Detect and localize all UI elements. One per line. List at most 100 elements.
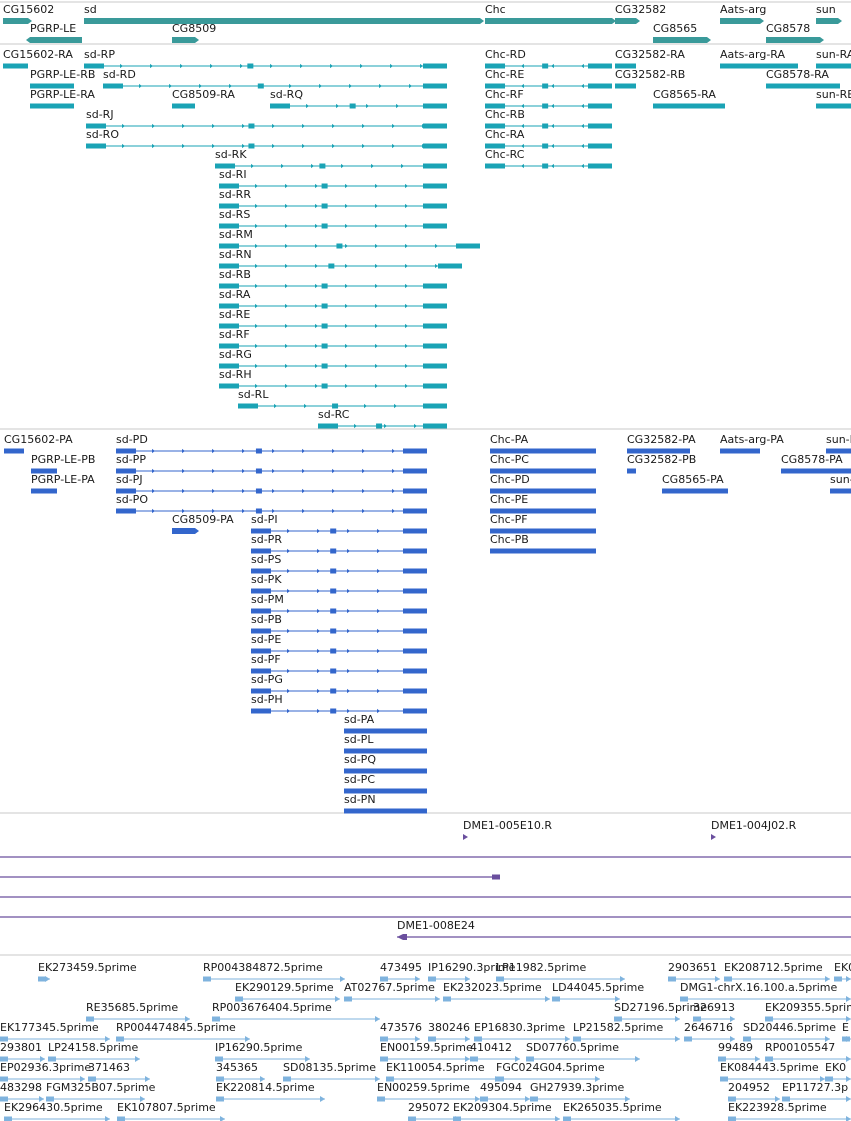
protein-feature[interactable]: CG8565-PA — [662, 473, 728, 494]
est-feature[interactable]: EN00259.5prime — [377, 1081, 480, 1102]
est-feature[interactable]: 326913 — [693, 1001, 735, 1022]
transcript-feature[interactable]: sd-RC — [318, 408, 447, 429]
protein-feature[interactable]: sd-PE — [251, 633, 427, 654]
est-feature[interactable]: 2903651 — [668, 961, 720, 982]
est-feature[interactable]: DMG1-chrX.16.100.a.5prime — [680, 981, 851, 1002]
est-feature[interactable]: SD07760.5prime — [526, 1041, 640, 1062]
est-feature[interactable]: EN00159.5prime — [380, 1041, 473, 1062]
protein-feature[interactable]: CG15602-PA — [4, 433, 73, 454]
transcript-feature[interactable]: sd-RN — [219, 248, 462, 269]
transcript-feature[interactable]: sd-RA — [219, 288, 447, 309]
protein-feature[interactable]: sd-PF — [251, 653, 427, 674]
est-feature[interactable]: 2646716 — [684, 1021, 735, 1042]
transcript-feature[interactable]: CG15602-RA — [3, 48, 73, 69]
transcript-feature[interactable]: Chc-RD — [485, 48, 612, 69]
protein-feature[interactable]: sun-PA — [826, 433, 851, 454]
est-feature[interactable]: RP00105547 — [765, 1041, 851, 1062]
est-feature[interactable]: 204952 — [728, 1081, 780, 1102]
gene-feature[interactable]: sun — [816, 3, 842, 24]
gene-feature[interactable]: CG32582 — [615, 3, 666, 24]
protein-feature[interactable]: Chc-PB — [490, 533, 596, 554]
protein-feature[interactable]: sd-PS — [251, 553, 427, 574]
protein-feature[interactable]: sd-PC — [344, 773, 427, 794]
est-feature[interactable]: GH27939.3prime — [530, 1081, 630, 1102]
transcript-feature[interactable]: CG8509-RA — [172, 88, 235, 109]
est-feature[interactable]: LP21582.5prime — [573, 1021, 680, 1042]
transcript-feature[interactable]: sd-RP — [84, 48, 447, 69]
protein-feature[interactable]: sd-PR — [251, 533, 427, 554]
est-feature[interactable]: EK296430.5prime — [4, 1101, 110, 1121]
est-feature[interactable]: SD20446.5prime — [743, 1021, 836, 1042]
protein-feature[interactable]: sun-PB — [830, 473, 851, 494]
est-feature[interactable]: EP11727.3p — [782, 1081, 851, 1102]
transcript-feature[interactable]: Chc-RF — [485, 88, 612, 109]
est-feature[interactable]: AT02767.5prime — [344, 981, 440, 1002]
gene-feature[interactable]: sd — [84, 3, 484, 24]
est-feature[interactable]: 473576 — [380, 1021, 422, 1042]
protein-feature[interactable]: sd-PL — [344, 733, 427, 754]
transcript-feature[interactable]: sd-RJ — [86, 108, 447, 129]
est-feature[interactable]: 473495 — [380, 961, 422, 982]
est-feature[interactable]: SD27196.5prime — [614, 1001, 707, 1022]
protein-feature[interactable]: PGRP-LE-PA — [31, 473, 95, 494]
est-feature[interactable]: FGC024G04.5prime — [496, 1061, 605, 1082]
est-feature[interactable]: 371463 — [88, 1061, 150, 1082]
est-feature[interactable]: EK220814.5prime — [216, 1081, 325, 1102]
est-feature[interactable]: EK265035.5prime — [563, 1101, 680, 1121]
transcript-feature[interactable]: sun-RB — [816, 88, 851, 109]
est-feature[interactable]: E — [842, 1021, 851, 1042]
protein-feature[interactable]: sd-PB — [251, 613, 427, 634]
est-feature[interactable]: EK273459.5prime — [38, 961, 137, 982]
transcript-feature[interactable]: sd-RO — [86, 128, 447, 149]
protein-feature[interactable]: sd-PD — [116, 433, 427, 454]
transcript-feature[interactable]: CG32582-RB — [615, 68, 685, 89]
transcript-feature[interactable]: sd-RL — [238, 388, 447, 409]
est-feature[interactable]: 380246 — [428, 1021, 470, 1042]
est-feature[interactable]: EP16830.3prime — [474, 1021, 570, 1042]
est-feature[interactable]: 99489 — [718, 1041, 760, 1062]
clone-feature[interactable]: DME1-005E10.R — [463, 819, 552, 840]
est-feature[interactable]: EK208712.5prime — [724, 961, 830, 982]
protein-feature[interactable]: sd-PO — [116, 493, 427, 514]
est-feature[interactable]: LP24158.5prime — [48, 1041, 140, 1062]
transcript-feature[interactable]: Aats-arg-RA — [720, 48, 798, 69]
transcript-feature[interactable]: sd-RI — [219, 168, 447, 189]
est-feature[interactable]: 293801 — [0, 1041, 45, 1062]
transcript-feature[interactable]: Chc-RC — [485, 148, 612, 169]
transcript-feature[interactable]: sd-RS — [219, 208, 447, 229]
protein-feature[interactable]: Chc-PE — [490, 493, 596, 514]
protein-feature[interactable]: CG32582-PA — [627, 433, 696, 454]
protein-feature[interactable]: sd-PP — [116, 453, 427, 474]
protein-feature[interactable]: CG32582-PB — [627, 453, 696, 474]
est-feature[interactable]: SD08135.5prime — [283, 1061, 380, 1082]
protein-feature[interactable]: Chc-PC — [490, 453, 596, 474]
transcript-feature[interactable]: sd-RE — [219, 308, 447, 329]
est-feature[interactable]: LP11982.5prime — [496, 961, 625, 982]
transcript-feature[interactable]: PGRP-LE-RB — [30, 68, 95, 89]
transcript-feature[interactable]: CG8578-RA — [766, 68, 840, 89]
protein-feature[interactable]: sd-PI — [251, 513, 427, 534]
transcript-feature[interactable]: Chc-RB — [485, 108, 612, 129]
est-feature[interactable]: EK0 — [825, 1061, 851, 1082]
transcript-feature[interactable]: sd-RQ — [270, 88, 447, 109]
clone-feature[interactable]: DME1-008E24 — [397, 919, 851, 940]
gene-feature[interactable]: CG8509 — [172, 22, 216, 43]
gene-feature[interactable]: Chc — [485, 3, 616, 24]
est-feature[interactable]: IP16290.5prime — [215, 1041, 310, 1062]
protein-feature[interactable]: sd-PK — [251, 573, 427, 594]
protein-feature[interactable]: sd-PA — [344, 713, 427, 734]
est-feature[interactable]: EK177345.5prime — [0, 1021, 110, 1042]
est-feature[interactable]: 495094 — [480, 1081, 530, 1102]
gene-feature[interactable]: PGRP-LE — [26, 22, 82, 43]
transcript-feature[interactable]: Chc-RE — [485, 68, 612, 89]
transcript-feature[interactable]: sd-RB — [219, 268, 447, 289]
est-feature[interactable]: EK209355.5prime — [765, 1001, 851, 1022]
est-feature[interactable]: EK209304.5prime — [453, 1101, 560, 1121]
protein-feature[interactable]: CG8509-PA — [172, 513, 234, 534]
protein-feature[interactable]: Chc-PD — [490, 473, 596, 494]
transcript-feature[interactable]: sd-RR — [219, 188, 447, 209]
clone-feature[interactable]: DME1-004J02.R — [711, 819, 797, 840]
gene-feature[interactable]: Aats-arg — [720, 3, 766, 24]
est-feature[interactable]: EK0 — [834, 961, 851, 982]
est-feature[interactable]: RP003676404.5prime — [212, 1001, 380, 1022]
